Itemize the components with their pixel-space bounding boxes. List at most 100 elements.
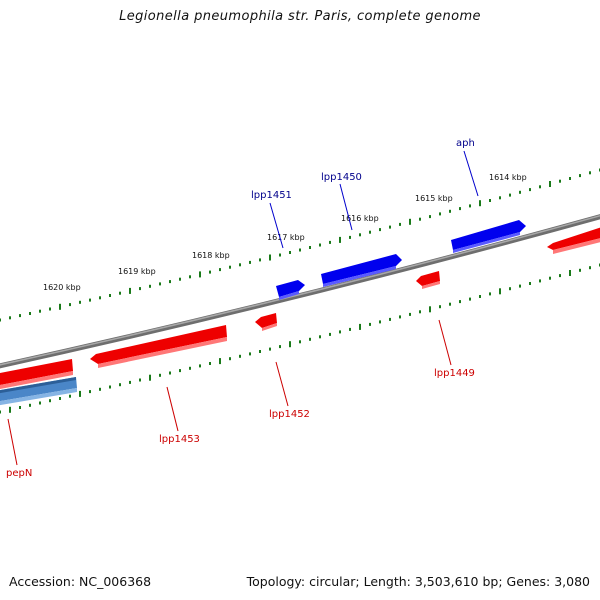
major-tick bbox=[499, 288, 501, 295]
accession-text: Accession: NC_006368 bbox=[9, 574, 152, 589]
scale-label: 1619 kbp bbox=[118, 267, 156, 276]
major-tick bbox=[149, 374, 151, 381]
minor-tick bbox=[379, 228, 381, 232]
genome-summary-text: Topology: circular; Length: 3,503,610 bp… bbox=[246, 574, 590, 589]
minor-tick bbox=[509, 287, 511, 291]
major-tick bbox=[479, 200, 481, 207]
genome-backbone-highlight bbox=[0, 214, 600, 366]
minor-tick bbox=[219, 268, 221, 272]
minor-tick bbox=[119, 383, 121, 387]
label-connector bbox=[269, 202, 284, 249]
major-tick bbox=[289, 341, 291, 348]
minor-tick bbox=[299, 340, 301, 344]
minor-tick bbox=[589, 266, 591, 270]
minor-tick bbox=[339, 330, 341, 334]
major-tick bbox=[569, 270, 571, 276]
minor-tick bbox=[199, 364, 201, 368]
minor-tick bbox=[109, 294, 111, 297]
minor-tick bbox=[369, 322, 371, 326]
minor-tick bbox=[399, 222, 401, 226]
minor-tick bbox=[349, 235, 351, 239]
minor-tick bbox=[109, 385, 111, 389]
gene-label-lpp1453: lpp1453 bbox=[159, 434, 200, 445]
gene-pepN[interactable] bbox=[0, 377, 77, 406]
scale-label: 1616 kbp bbox=[341, 214, 379, 223]
major-tick bbox=[199, 271, 201, 278]
label-connector bbox=[463, 150, 479, 197]
minor-tick bbox=[189, 366, 191, 370]
minor-tick bbox=[0, 318, 1, 322]
minor-tick bbox=[499, 196, 501, 200]
gene-label-aph: aph bbox=[456, 138, 475, 149]
minor-tick bbox=[49, 399, 51, 403]
gene-lpp1450[interactable] bbox=[321, 254, 402, 287]
minor-tick bbox=[349, 327, 351, 331]
gene-left-partial[interactable] bbox=[0, 359, 73, 390]
minor-tick bbox=[69, 394, 71, 398]
minor-tick bbox=[459, 300, 461, 304]
minor-tick bbox=[309, 337, 311, 341]
minor-tick bbox=[89, 298, 91, 302]
minor-tick bbox=[419, 217, 421, 221]
minor-tick bbox=[139, 287, 141, 291]
minor-tick bbox=[559, 179, 561, 183]
minor-tick bbox=[449, 209, 451, 213]
minor-tick bbox=[39, 401, 41, 405]
major-tick bbox=[9, 406, 11, 413]
gene-aph[interactable] bbox=[451, 220, 526, 253]
minor-tick bbox=[209, 362, 211, 365]
gene-lpp1452[interactable] bbox=[255, 313, 277, 331]
minor-tick bbox=[289, 251, 291, 254]
gene-label-pepN: pepN bbox=[6, 468, 32, 479]
inner-tick-row bbox=[0, 263, 600, 414]
minor-tick bbox=[479, 295, 481, 298]
minor-tick bbox=[579, 174, 581, 178]
minor-tick bbox=[159, 282, 161, 286]
gene-lpp1453[interactable] bbox=[90, 325, 227, 368]
minor-tick bbox=[299, 248, 301, 252]
major-tick bbox=[219, 358, 221, 365]
minor-tick bbox=[409, 312, 411, 316]
minor-tick bbox=[269, 347, 271, 351]
gene-lpp1449[interactable] bbox=[416, 271, 440, 289]
gene-label-lpp1452: lpp1452 bbox=[269, 409, 310, 420]
minor-tick bbox=[239, 263, 241, 267]
minor-tick bbox=[169, 371, 171, 375]
minor-tick bbox=[179, 369, 181, 373]
minor-tick bbox=[369, 230, 371, 234]
minor-tick bbox=[59, 397, 61, 400]
gene-label-lpp1450: lpp1450 bbox=[321, 172, 362, 183]
scale-label: 1615 kbp bbox=[415, 194, 453, 203]
label-connector bbox=[438, 319, 452, 366]
minor-tick bbox=[509, 193, 511, 197]
minor-tick bbox=[489, 199, 491, 202]
minor-tick bbox=[319, 243, 321, 247]
minor-tick bbox=[329, 240, 331, 244]
gene-right-partial[interactable] bbox=[547, 226, 600, 254]
major-tick bbox=[59, 303, 61, 310]
minor-tick bbox=[179, 277, 181, 281]
minor-tick bbox=[469, 204, 471, 208]
minor-tick bbox=[49, 307, 51, 311]
minor-tick bbox=[19, 314, 21, 318]
minor-tick bbox=[119, 291, 121, 295]
gene-label-lpp1451: lpp1451 bbox=[251, 190, 292, 201]
minor-tick bbox=[519, 190, 521, 194]
major-tick bbox=[339, 236, 341, 243]
minor-tick bbox=[439, 212, 441, 216]
minor-tick bbox=[429, 215, 431, 219]
minor-tick bbox=[19, 406, 21, 409]
map-title: Legionella pneumophila str. Paris, compl… bbox=[119, 9, 481, 24]
minor-tick bbox=[389, 317, 391, 321]
label-connector bbox=[339, 183, 353, 231]
label-connector bbox=[275, 361, 289, 407]
minor-tick bbox=[209, 270, 211, 274]
minor-tick bbox=[589, 171, 591, 175]
minor-tick bbox=[29, 403, 31, 407]
minor-tick bbox=[359, 233, 361, 237]
minor-tick bbox=[259, 350, 261, 353]
minor-tick bbox=[579, 268, 581, 272]
gene-lpp1451[interactable] bbox=[276, 280, 305, 300]
